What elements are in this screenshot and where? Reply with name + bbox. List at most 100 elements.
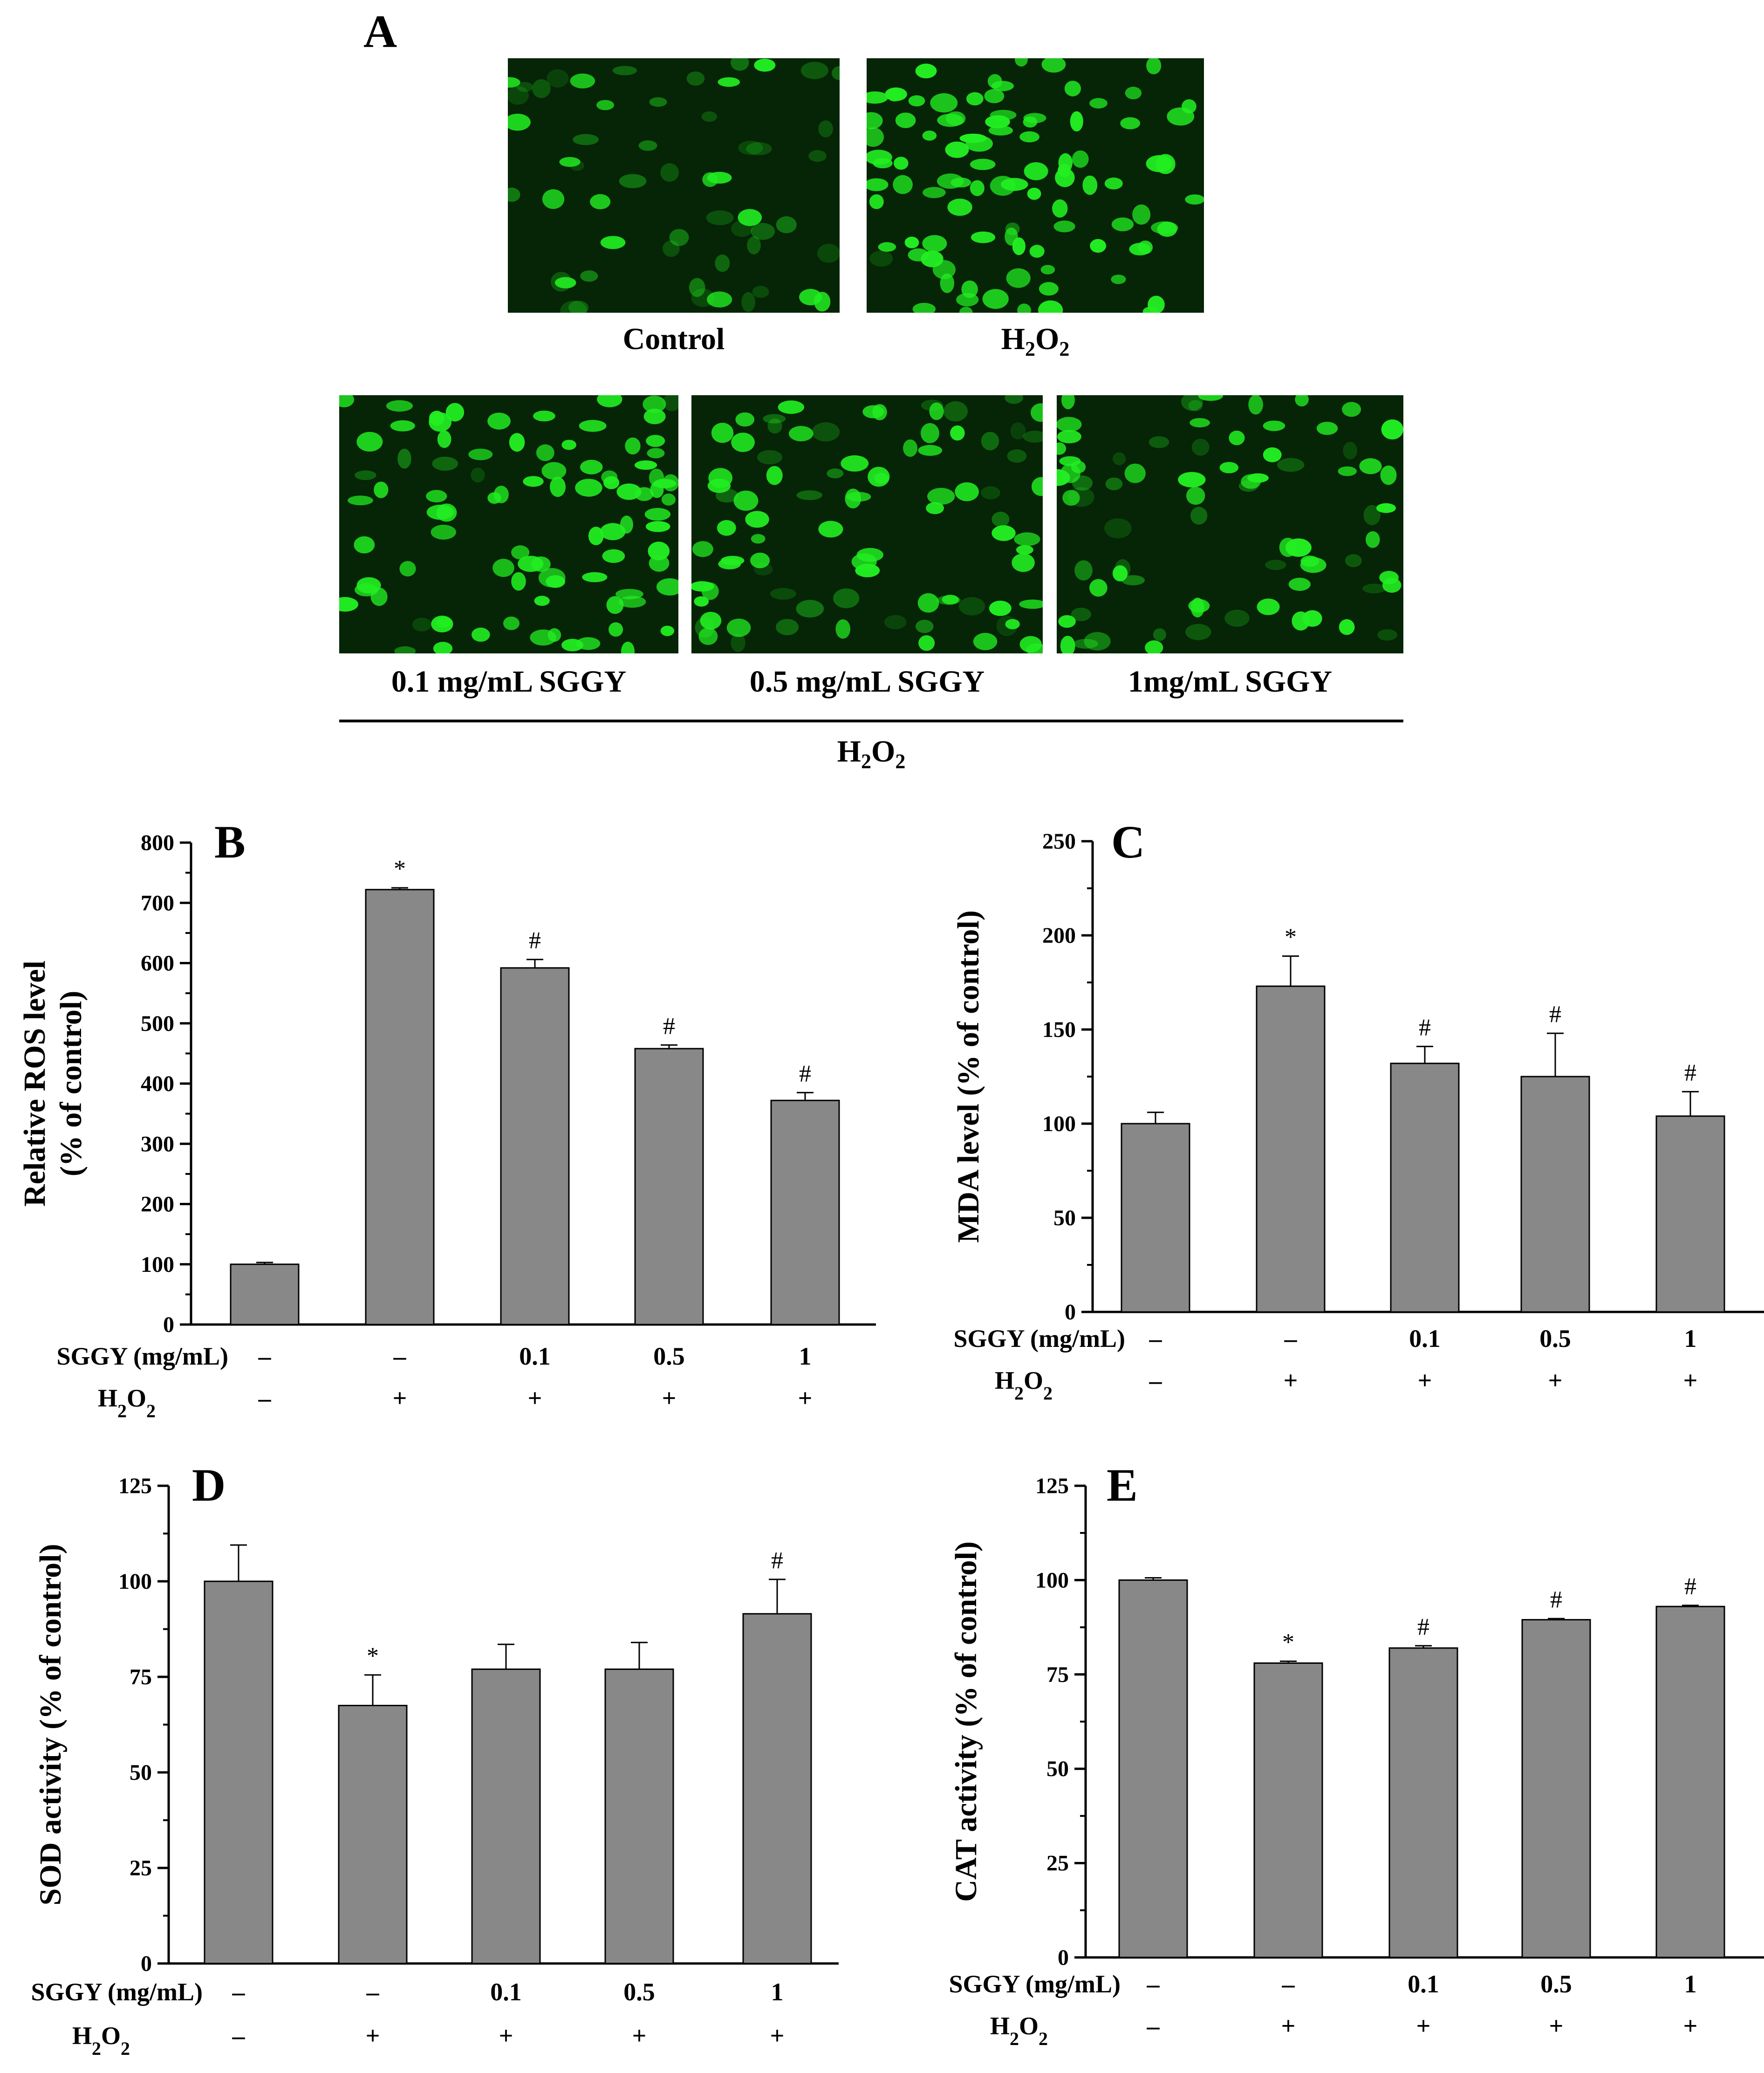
chart-c-row-value: 1 (1684, 1325, 1697, 1352)
micrograph-control (508, 58, 840, 313)
nucleus (523, 476, 544, 487)
nucleus (702, 172, 718, 187)
nucleus (921, 399, 944, 411)
nucleus (918, 445, 943, 456)
nucleus (895, 112, 916, 128)
chart-d-ytick-label: 75 (130, 1665, 152, 1689)
nucleus (508, 187, 520, 202)
nucleus (575, 479, 602, 497)
nucleus (1265, 559, 1286, 570)
chart-d-bar (471, 1668, 541, 1964)
nucleus (662, 474, 678, 492)
chart-d-ylabel: SOD activity (% of control) (34, 1544, 68, 1906)
micrograph-canvas (339, 395, 678, 653)
nucleus (1074, 560, 1093, 581)
nucleus (991, 525, 1016, 541)
chart-d-significance-mark: * (367, 1643, 379, 1669)
nucleus (917, 593, 939, 613)
nucleus (796, 600, 824, 618)
chart-d-panel-letter: D (192, 1459, 226, 1511)
nucleus (356, 432, 383, 452)
nucleus (1090, 239, 1107, 253)
nucleus (1058, 615, 1076, 628)
micrograph-sggy-0.5 (691, 395, 1043, 653)
nucleus (1185, 624, 1211, 640)
chart-c-significance-mark: # (1419, 1014, 1431, 1041)
chart-b-bar (770, 1099, 840, 1325)
nucleus (956, 293, 979, 307)
chart-b-ytick-label: 500 (141, 1011, 174, 1036)
chart-c-row-value: – (1149, 1325, 1162, 1352)
chart-d-ytick-label: 25 (130, 1856, 152, 1881)
label-sggy-1: 1mg/mL SGGY (1128, 665, 1333, 699)
nucleus (1359, 458, 1382, 474)
nucleus (1345, 554, 1362, 568)
nucleus (374, 481, 389, 498)
nucleus (573, 134, 599, 145)
nucleus (926, 502, 944, 515)
chart-e-ytick-label: 25 (1046, 1851, 1069, 1876)
nucleus (1380, 465, 1397, 485)
nucleus (1190, 418, 1210, 428)
chart-b-row-value: 0.5 (653, 1342, 685, 1370)
nucleus (959, 307, 973, 313)
nucleus (516, 82, 533, 92)
chart-b-row-value: + (528, 1384, 542, 1412)
chart-b-bar (230, 1263, 300, 1325)
chart-d-row-value: 0.5 (623, 1978, 655, 2006)
chart-d-row-value: 1 (771, 1978, 784, 2006)
chart-c-bar (1390, 1063, 1460, 1313)
nucleus (757, 450, 783, 465)
nucleus (971, 231, 996, 243)
nucleus (1089, 98, 1108, 109)
nucleus (1064, 81, 1081, 96)
nucleus (533, 411, 555, 422)
nucleus (1052, 199, 1068, 218)
nucleus (619, 174, 647, 188)
nucleus (532, 79, 551, 98)
nucleus (1146, 155, 1173, 172)
nucleus (833, 588, 860, 609)
chart-b-ytick-label: 400 (141, 1071, 174, 1096)
nucleus (862, 405, 884, 419)
nucleus (1072, 150, 1089, 168)
nucleus (1005, 619, 1020, 630)
nucleus (970, 180, 985, 196)
chart-d-significance-mark: # (771, 1547, 783, 1574)
nucleus (835, 619, 851, 639)
chart-d-ytick-label: 50 (130, 1760, 152, 1785)
nucleus (788, 426, 814, 442)
chart-e-row-value: + (1683, 2012, 1698, 2040)
nucleus (1073, 638, 1098, 649)
chart-c-bar (1256, 985, 1326, 1313)
nucleus (570, 160, 585, 171)
nucleus (867, 178, 889, 192)
nucleus (1104, 177, 1123, 190)
nucleus (751, 223, 775, 240)
nucleus (1104, 518, 1132, 539)
nucleus (1121, 575, 1145, 586)
nucleus (635, 487, 654, 501)
nucleus (1198, 395, 1224, 401)
nucleus (981, 432, 999, 451)
nucleus (868, 467, 890, 487)
nucleus (354, 536, 375, 554)
nucleus (718, 558, 741, 570)
chart-e-row-value: 0.5 (1540, 1970, 1572, 1998)
nucleus (339, 395, 355, 407)
nucleus (542, 189, 565, 209)
nucleus (1124, 463, 1146, 483)
nucleus (559, 157, 581, 167)
nucleus (959, 133, 987, 143)
nucleus (1114, 559, 1131, 579)
nucleus (920, 423, 939, 444)
nucleus (1041, 58, 1066, 73)
nucleus (1363, 505, 1381, 525)
nucleus (817, 244, 840, 263)
nucleus (987, 74, 1002, 89)
nucleus (943, 401, 968, 422)
nucleus (1257, 598, 1280, 615)
nucleus (746, 142, 772, 156)
nucleus (596, 100, 615, 110)
nucleus (878, 242, 896, 252)
